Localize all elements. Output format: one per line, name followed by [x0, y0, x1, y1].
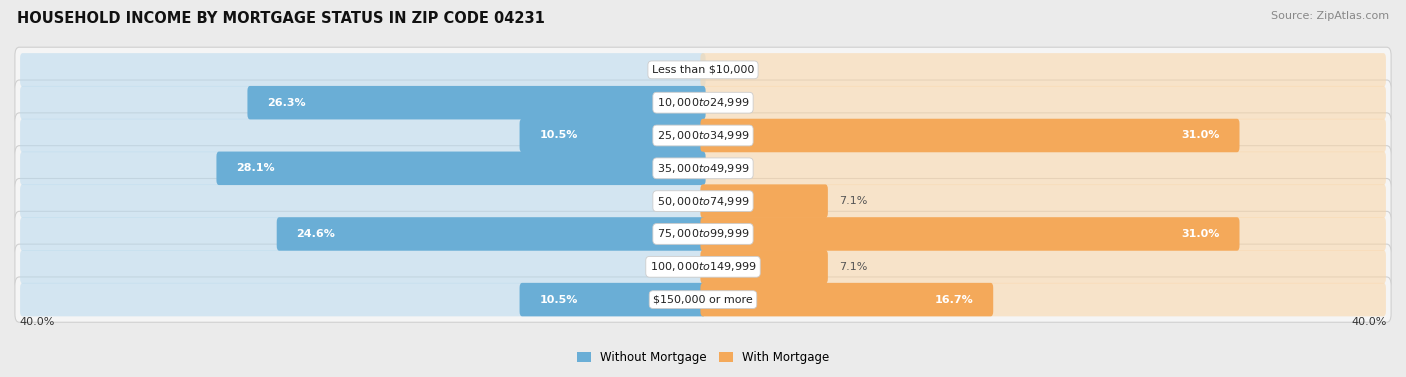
- FancyBboxPatch shape: [20, 53, 706, 87]
- Text: Source: ZipAtlas.com: Source: ZipAtlas.com: [1271, 11, 1389, 21]
- FancyBboxPatch shape: [700, 283, 1386, 316]
- FancyBboxPatch shape: [700, 53, 1386, 87]
- FancyBboxPatch shape: [247, 86, 706, 120]
- FancyBboxPatch shape: [15, 146, 1391, 191]
- Text: 24.6%: 24.6%: [297, 229, 336, 239]
- FancyBboxPatch shape: [700, 184, 1386, 218]
- Text: HOUSEHOLD INCOME BY MORTGAGE STATUS IN ZIP CODE 04231: HOUSEHOLD INCOME BY MORTGAGE STATUS IN Z…: [17, 11, 544, 26]
- FancyBboxPatch shape: [20, 250, 706, 284]
- FancyBboxPatch shape: [700, 250, 1386, 284]
- Text: $25,000 to $34,999: $25,000 to $34,999: [657, 129, 749, 142]
- Text: $150,000 or more: $150,000 or more: [654, 294, 752, 305]
- FancyBboxPatch shape: [700, 217, 1386, 251]
- Legend: Without Mortgage, With Mortgage: Without Mortgage, With Mortgage: [572, 346, 834, 369]
- FancyBboxPatch shape: [700, 119, 1240, 152]
- Text: 10.5%: 10.5%: [540, 130, 578, 141]
- Text: $35,000 to $49,999: $35,000 to $49,999: [657, 162, 749, 175]
- Text: 0.0%: 0.0%: [724, 163, 752, 173]
- Text: 7.1%: 7.1%: [839, 196, 868, 206]
- FancyBboxPatch shape: [700, 250, 828, 284]
- Text: 0.0%: 0.0%: [724, 65, 752, 75]
- FancyBboxPatch shape: [15, 47, 1391, 92]
- Text: 0.0%: 0.0%: [654, 196, 682, 206]
- Text: 0.0%: 0.0%: [654, 65, 682, 75]
- FancyBboxPatch shape: [15, 113, 1391, 158]
- Text: $10,000 to $24,999: $10,000 to $24,999: [657, 96, 749, 109]
- Text: 26.3%: 26.3%: [267, 98, 307, 108]
- Text: $75,000 to $99,999: $75,000 to $99,999: [657, 227, 749, 241]
- FancyBboxPatch shape: [20, 184, 706, 218]
- FancyBboxPatch shape: [15, 244, 1391, 290]
- Text: 31.0%: 31.0%: [1181, 130, 1219, 141]
- FancyBboxPatch shape: [700, 152, 1386, 185]
- Text: 0.0%: 0.0%: [724, 98, 752, 108]
- Text: 7.1%: 7.1%: [839, 262, 868, 272]
- Text: Less than $10,000: Less than $10,000: [652, 65, 754, 75]
- Text: 0.0%: 0.0%: [654, 262, 682, 272]
- FancyBboxPatch shape: [20, 217, 706, 251]
- Text: 16.7%: 16.7%: [935, 294, 973, 305]
- FancyBboxPatch shape: [20, 86, 706, 120]
- FancyBboxPatch shape: [15, 80, 1391, 125]
- FancyBboxPatch shape: [15, 211, 1391, 257]
- Text: 40.0%: 40.0%: [1351, 317, 1386, 327]
- FancyBboxPatch shape: [20, 119, 706, 152]
- FancyBboxPatch shape: [520, 119, 706, 152]
- FancyBboxPatch shape: [700, 283, 993, 316]
- FancyBboxPatch shape: [20, 152, 706, 185]
- FancyBboxPatch shape: [20, 283, 706, 316]
- FancyBboxPatch shape: [277, 217, 706, 251]
- Text: 28.1%: 28.1%: [236, 163, 274, 173]
- FancyBboxPatch shape: [520, 283, 706, 316]
- Text: 40.0%: 40.0%: [20, 317, 55, 327]
- FancyBboxPatch shape: [15, 178, 1391, 224]
- Text: 10.5%: 10.5%: [540, 294, 578, 305]
- Text: $100,000 to $149,999: $100,000 to $149,999: [650, 260, 756, 273]
- FancyBboxPatch shape: [700, 217, 1240, 251]
- FancyBboxPatch shape: [700, 184, 828, 218]
- FancyBboxPatch shape: [700, 86, 1386, 120]
- FancyBboxPatch shape: [15, 277, 1391, 322]
- Text: 31.0%: 31.0%: [1181, 229, 1219, 239]
- Text: $50,000 to $74,999: $50,000 to $74,999: [657, 195, 749, 208]
- FancyBboxPatch shape: [217, 152, 706, 185]
- FancyBboxPatch shape: [700, 119, 1386, 152]
